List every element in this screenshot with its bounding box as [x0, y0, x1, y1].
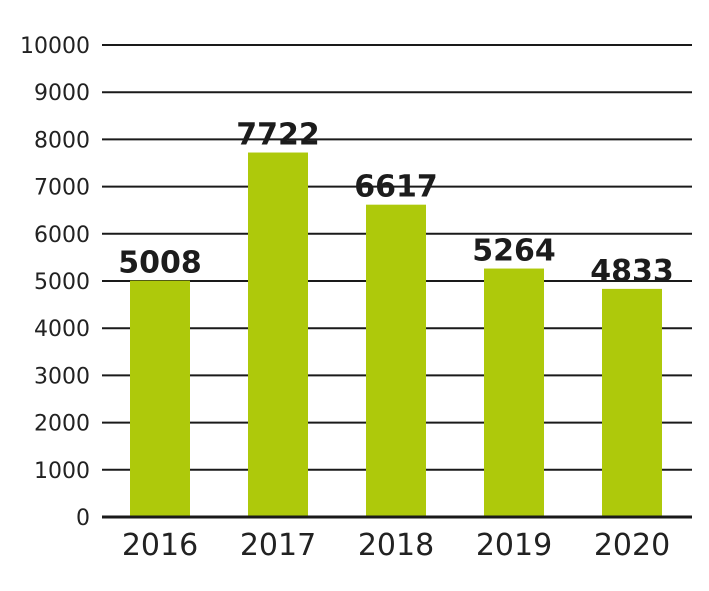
y-tick-label: 0: [76, 506, 90, 531]
y-tick-label: 5000: [34, 270, 90, 295]
data-label-2017: 7722: [236, 118, 320, 153]
y-tick-label: 2000: [34, 412, 90, 437]
bar-2019: [484, 268, 544, 517]
x-tick-label: 2016: [122, 528, 198, 563]
y-tick-label: 9000: [34, 81, 90, 106]
data-label-2019: 5264: [472, 234, 556, 269]
data-labels: 5008 7722 6617 5264 4833: [118, 118, 674, 289]
bar-2020: [602, 288, 662, 517]
y-tick-label: 8000: [34, 128, 90, 153]
data-label-2018: 6617: [354, 170, 438, 205]
data-label-2020: 4833: [590, 254, 674, 289]
y-tick-label: 3000: [34, 364, 90, 389]
y-tick-label: 4000: [34, 317, 90, 342]
y-tick-label: 7000: [34, 176, 90, 201]
data-label-2016: 5008: [118, 246, 202, 281]
y-tick-label: 6000: [34, 223, 90, 248]
x-tick-label: 2018: [358, 528, 434, 563]
bar-2018: [366, 204, 426, 517]
x-tick-label: 2020: [594, 528, 670, 563]
x-tick-label: 2019: [476, 528, 552, 563]
bar-2017: [248, 152, 308, 517]
x-axis-tick-labels: 2016 2017 2018 2019 2020: [122, 528, 670, 563]
x-tick-label: 2017: [240, 528, 316, 563]
y-axis-tick-labels: 0 1000 2000 3000 4000 5000 6000 7000 8000 9000 100…: [20, 34, 90, 531]
y-tick-label: 10000: [20, 34, 90, 59]
bar-2016: [130, 280, 190, 517]
bars: [102, 152, 692, 519]
y-tick-label: 1000: [34, 459, 90, 484]
